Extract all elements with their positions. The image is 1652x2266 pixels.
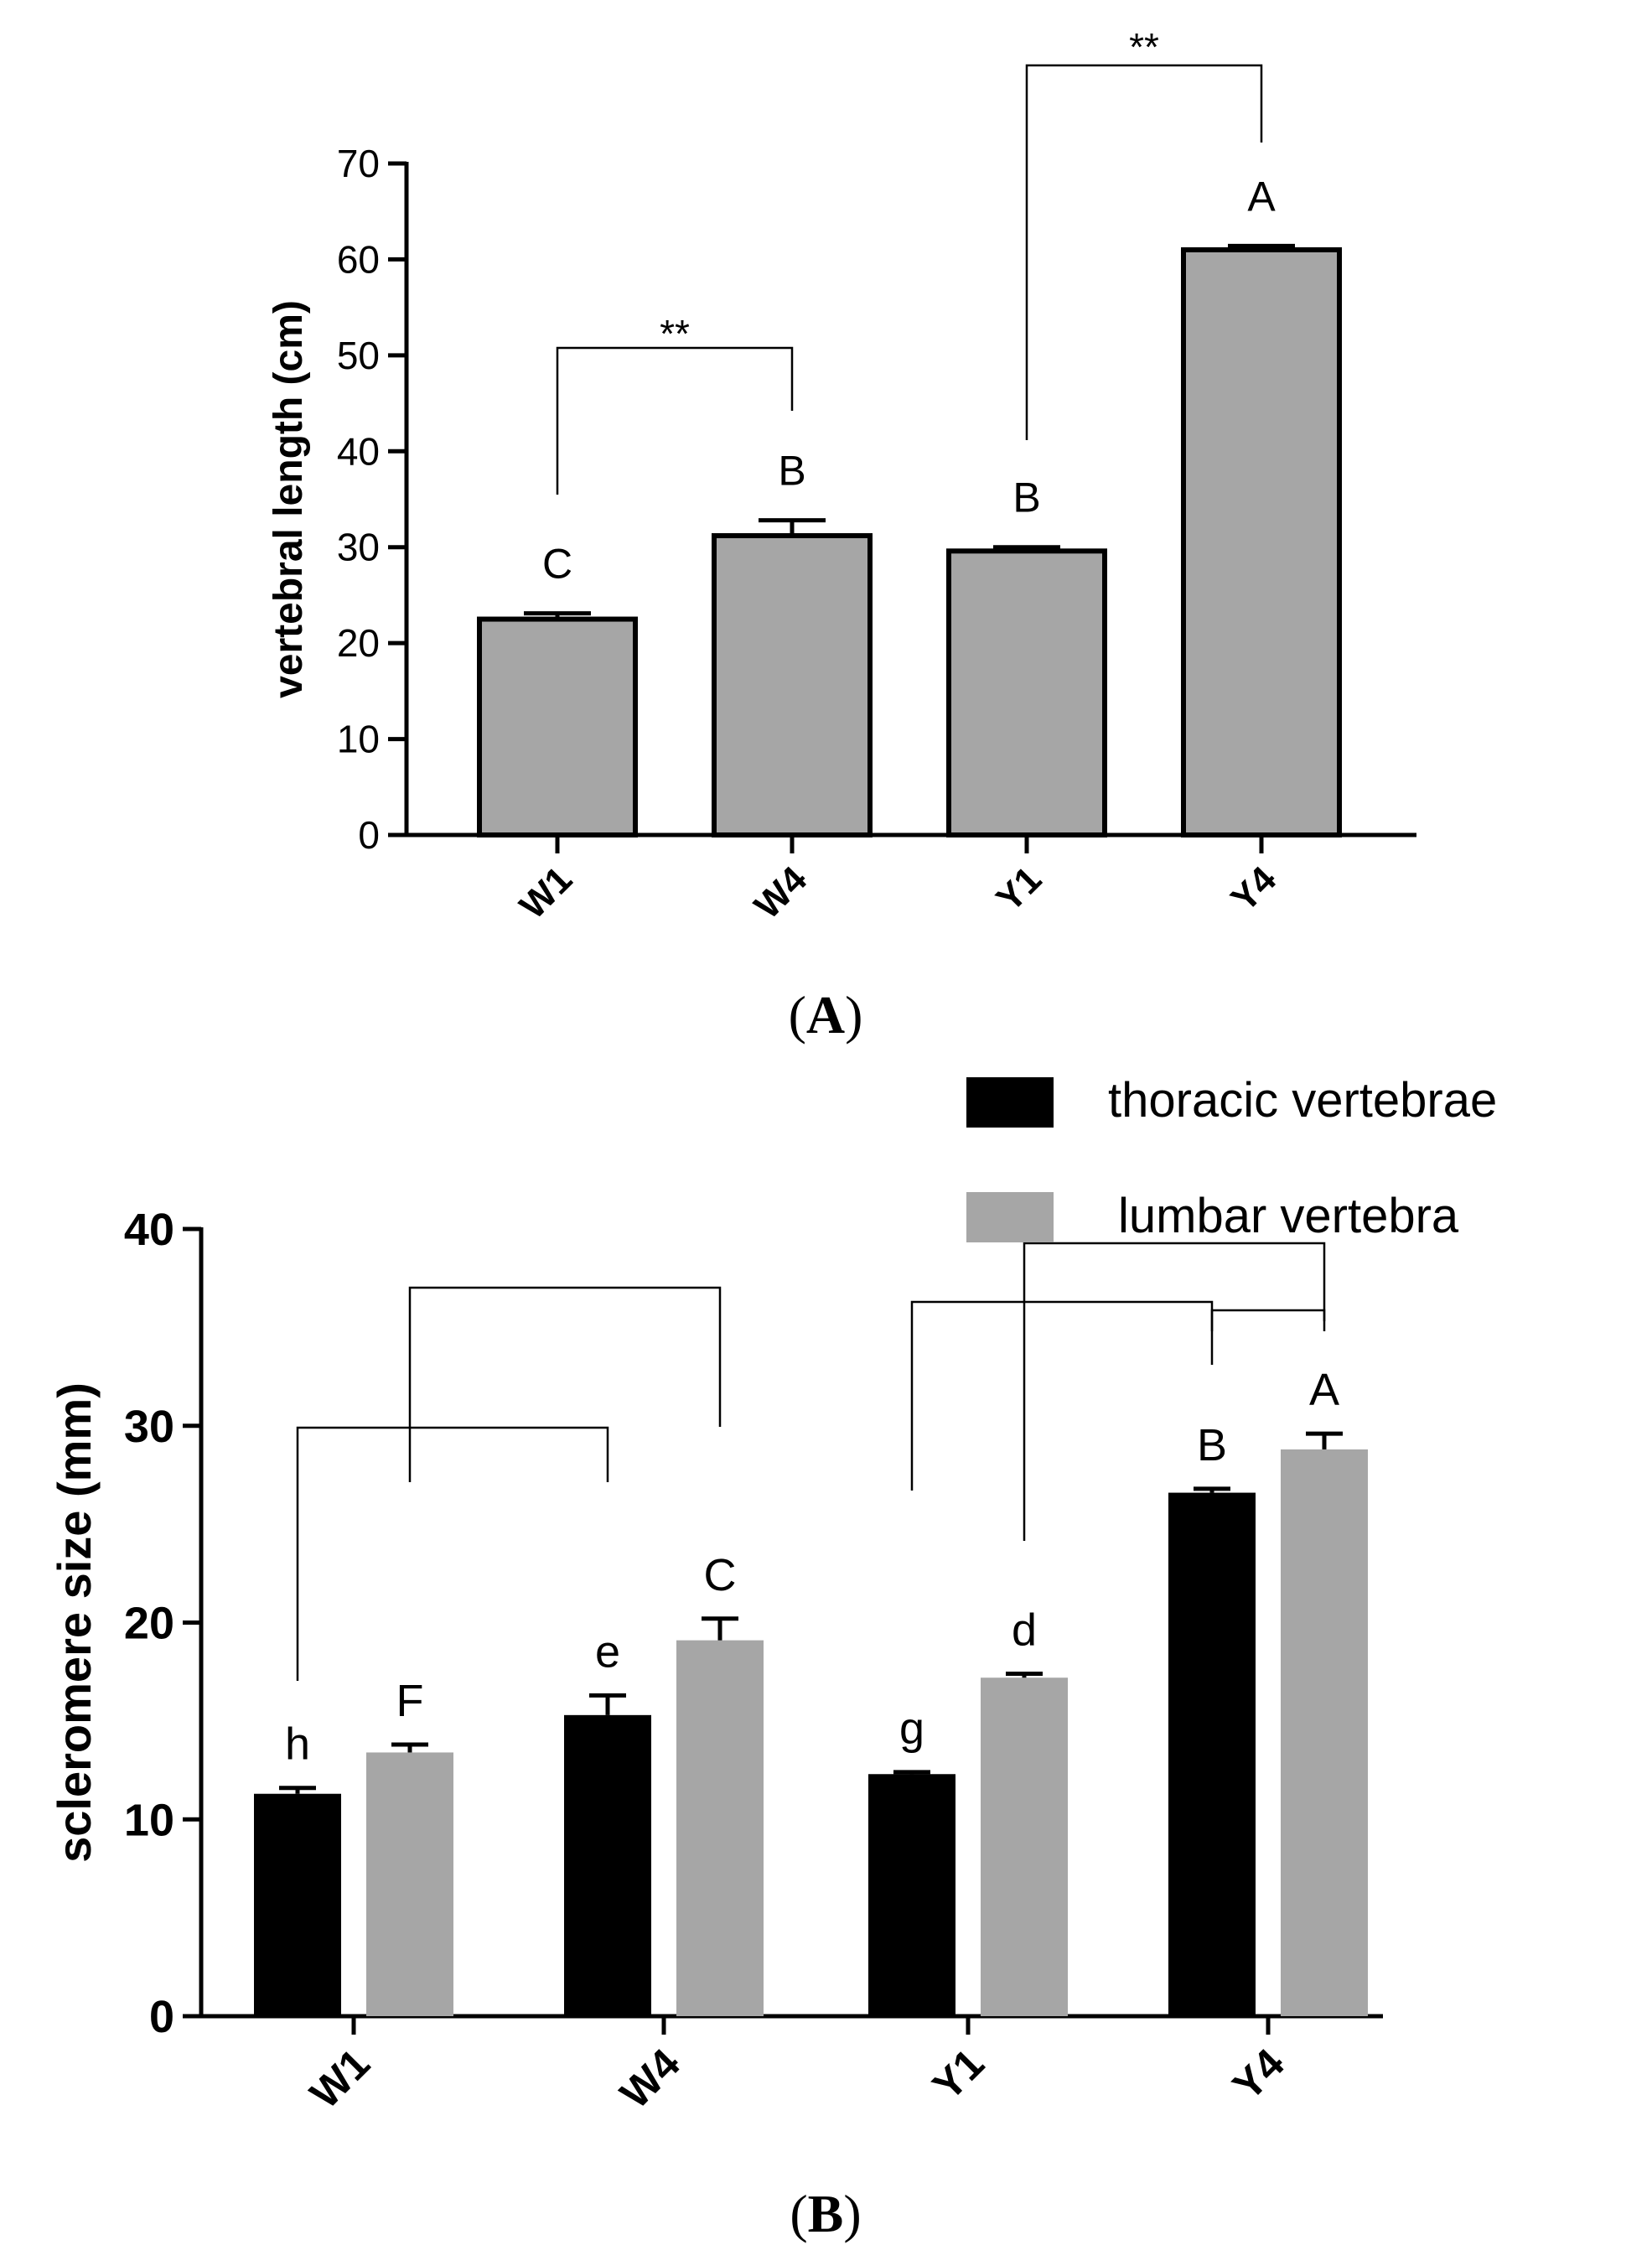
y-tick-label: 30 [337, 526, 380, 569]
y-axis-label: scleromere size (mm) [48, 1382, 101, 1863]
letter-Y1: B [1012, 474, 1040, 521]
legend-swatch-thoracic [966, 1077, 1054, 1128]
significance-bracket-w1-w4 [556, 346, 794, 495]
panel-b-chart: 0 10 20 30 40 scleromere size (mm) h F W1 e C W4 g d Y… [48, 1073, 1497, 2118]
bar-Y1 [946, 548, 1107, 837]
bracket-y1-y4-thoracic [910, 1300, 1214, 1491]
significance-label-w1-w4: ** [660, 312, 690, 355]
letter-W4-lumbar: C [704, 1550, 737, 1600]
y-tick-label: 40 [337, 429, 380, 473]
panel-b-caption: (B) [790, 2184, 861, 2243]
panel-a-caption: (A) [789, 985, 863, 1045]
x-tick-label-W1: W1 [512, 858, 580, 926]
bar-Y1-lumbar [981, 1677, 1068, 2016]
bar-W1 [477, 616, 638, 837]
legend-label-thoracic: thoracic vertebrae [1108, 1073, 1497, 1128]
letter-W1-lumbar: F [396, 1676, 424, 1726]
x-tick-label-Y4: Y4 [1224, 2040, 1293, 2109]
bar-W1-thoracic [254, 1793, 341, 2016]
letter-W1-thoracic: h [285, 1719, 310, 1770]
bracket-w1-w4-thoracic [296, 1426, 609, 1681]
y-tick-label: 20 [337, 621, 380, 665]
bracket-y4-thoracic-lumbar [1210, 1309, 1326, 1331]
y-tick-label: 50 [337, 334, 380, 377]
letter-W4: B [778, 448, 805, 495]
bar-W1-lumbar [366, 1752, 453, 2016]
legend-swatch-lumbar [966, 1192, 1054, 1242]
bar-W4 [712, 532, 873, 837]
letter-Y4-lumbar: A [1309, 1365, 1339, 1415]
bracket-y1-y4-lumbar [1023, 1242, 1326, 1541]
letter-Y1-lumbar: d [1012, 1605, 1037, 1656]
letter-Y4-thoracic: B [1197, 1420, 1227, 1470]
significance-label-y1-y4: ** [1129, 25, 1159, 69]
y-tick-label: 10 [124, 1795, 174, 1845]
bar-Y4-lumbar [1281, 1449, 1368, 2016]
x-tick-label-W1: W1 [301, 2040, 379, 2118]
significance-bracket-y1-y4 [1025, 64, 1263, 440]
y-tick-label: 70 [337, 142, 380, 185]
x-tick-label-W4: W4 [611, 2040, 689, 2118]
y-axis-label: vertebral length (cm) [267, 300, 311, 698]
y-tick-label: 20 [124, 1599, 174, 1649]
letter-Y1-thoracic: g [899, 1703, 924, 1754]
x-tick-label-Y1: Y1 [988, 858, 1049, 920]
x-tick-label-W4: W4 [747, 858, 816, 927]
bar-Y4 [1181, 246, 1342, 837]
y-tick-label: 10 [337, 718, 380, 761]
bar-Y4-thoracic [1168, 1492, 1256, 2016]
y-tick-label: 40 [124, 1205, 174, 1255]
bar-W4-thoracic [564, 1714, 651, 2016]
legend: thoracic vertebrae lumbar vertebra [966, 1073, 1497, 1243]
y-tick-label: 30 [124, 1402, 174, 1452]
x-tick-label-Y4: Y4 [1223, 858, 1284, 920]
panel-a-chart: 0 10 20 30 40 50 60 70 vertebral length (cm) C W1 B… [267, 25, 1416, 927]
bar-Y1-thoracic [868, 1774, 955, 2016]
bracket-w1-w4-lumbar [408, 1286, 722, 1482]
letter-Y4: A [1247, 173, 1276, 220]
y-tick-label: 60 [337, 237, 380, 281]
letter-W4-thoracic: e [595, 1626, 620, 1677]
y-tick-label: 0 [358, 813, 380, 857]
letter-W1: C [542, 541, 572, 588]
y-tick-label: 0 [149, 1992, 174, 2042]
x-tick-label-Y1: Y1 [924, 2040, 993, 2109]
legend-label-lumbar: lumbar vertebra [1118, 1189, 1459, 1243]
bar-W4-lumbar [676, 1640, 764, 2016]
